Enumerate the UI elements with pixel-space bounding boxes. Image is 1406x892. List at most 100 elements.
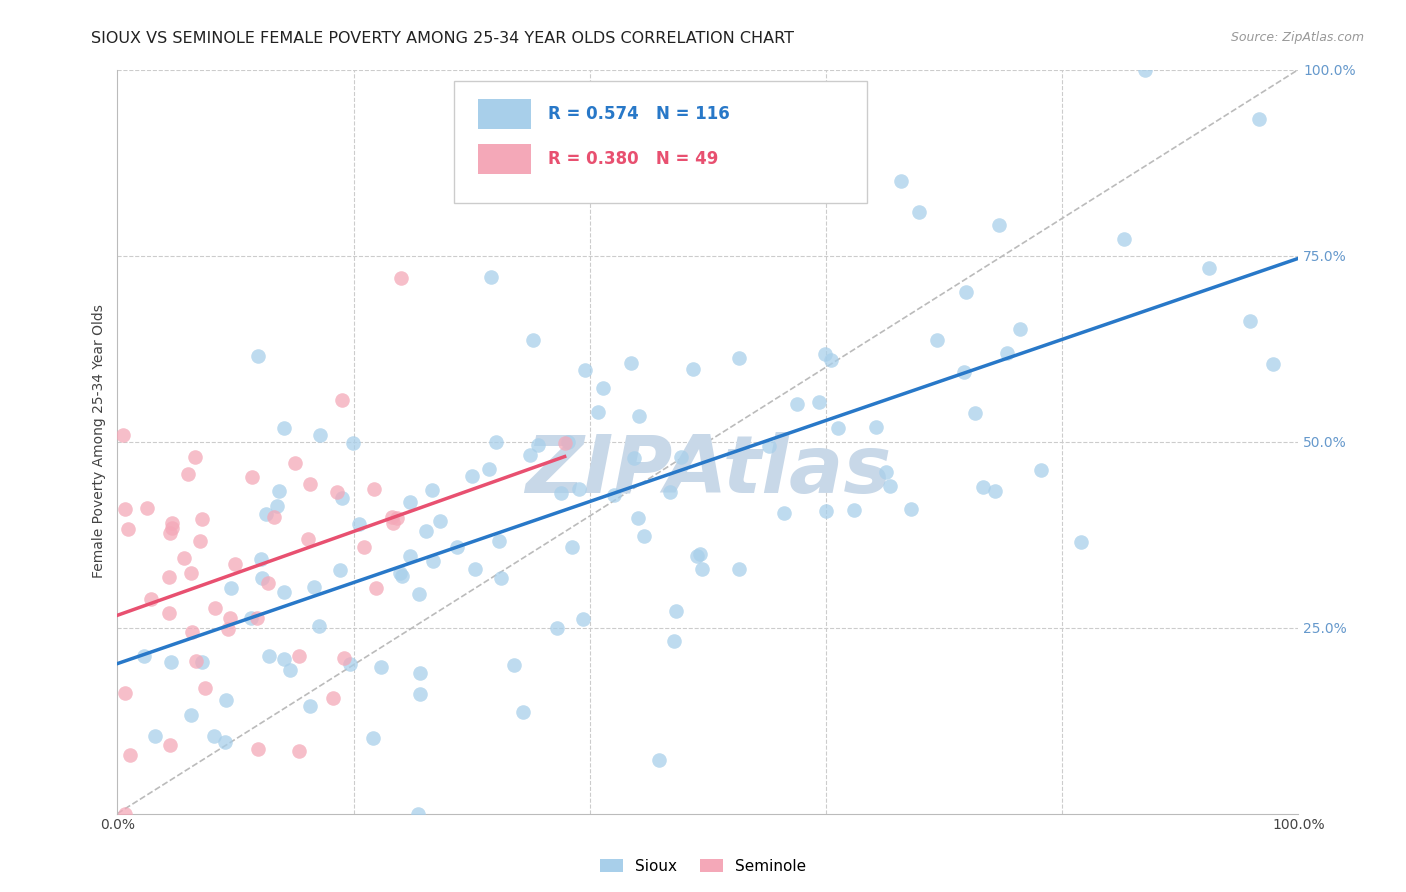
Point <box>1029 463 1052 477</box>
Point <box>758 439 780 453</box>
Point <box>284 456 307 470</box>
Point <box>298 476 321 491</box>
Point <box>224 557 246 571</box>
Point <box>786 397 808 411</box>
Point <box>117 522 139 536</box>
Point <box>385 511 408 525</box>
Point <box>927 333 949 347</box>
Point <box>984 484 1007 499</box>
Point <box>190 655 212 669</box>
Point <box>141 592 163 607</box>
Point <box>586 405 609 419</box>
Point <box>827 420 849 434</box>
Point <box>363 483 385 497</box>
Point <box>522 333 544 347</box>
Point <box>267 484 290 499</box>
Point <box>263 510 285 524</box>
Point <box>633 529 655 543</box>
Point <box>326 485 349 500</box>
Point <box>173 550 195 565</box>
Point <box>773 506 796 520</box>
Point <box>328 563 350 577</box>
Point <box>623 450 645 465</box>
Point <box>278 664 301 678</box>
Point <box>1133 62 1156 77</box>
Point <box>662 633 685 648</box>
Point <box>865 420 887 434</box>
Point <box>339 657 361 671</box>
Point <box>464 562 486 576</box>
Point <box>191 512 214 526</box>
Point <box>747 179 769 194</box>
Point <box>239 610 262 624</box>
Point <box>814 504 837 518</box>
Point <box>572 612 595 626</box>
Point <box>333 650 356 665</box>
Point <box>361 731 384 745</box>
Point <box>214 692 236 706</box>
Point <box>297 532 319 546</box>
Point <box>247 349 270 363</box>
Point <box>512 705 534 719</box>
Point <box>491 571 513 585</box>
Point <box>561 541 583 555</box>
FancyBboxPatch shape <box>478 99 530 129</box>
FancyBboxPatch shape <box>478 144 530 174</box>
Point <box>114 502 136 516</box>
Point <box>1247 112 1270 126</box>
Point <box>184 450 207 464</box>
Point <box>568 482 591 496</box>
Point <box>273 584 295 599</box>
Point <box>665 603 688 617</box>
Point <box>415 524 437 538</box>
Point <box>461 469 484 483</box>
Point <box>250 552 273 566</box>
Point <box>485 434 508 449</box>
Point <box>118 748 141 763</box>
Point <box>842 503 865 517</box>
Point <box>257 575 280 590</box>
Point <box>689 547 711 561</box>
Point <box>879 479 901 493</box>
Point <box>728 351 751 365</box>
Text: Source: ZipAtlas.com: Source: ZipAtlas.com <box>1230 31 1364 45</box>
Point <box>114 806 136 821</box>
Point <box>603 487 626 501</box>
Y-axis label: Female Poverty Among 25-34 Year Olds: Female Poverty Among 25-34 Year Olds <box>93 304 107 579</box>
Point <box>330 393 353 408</box>
Point <box>1239 313 1261 327</box>
Point <box>299 699 322 714</box>
Text: ZIPAtlas: ZIPAtlas <box>524 433 891 510</box>
Point <box>247 741 270 756</box>
Point <box>330 491 353 506</box>
Point <box>135 500 157 515</box>
Point <box>177 467 200 482</box>
Point <box>382 516 405 530</box>
Point <box>399 549 422 563</box>
Point <box>955 285 977 300</box>
Text: R = 0.574   N = 116: R = 0.574 N = 116 <box>548 105 730 123</box>
Point <box>478 462 501 476</box>
Point <box>682 362 704 376</box>
Point <box>288 744 311 758</box>
Point <box>900 502 922 516</box>
Point <box>574 363 596 377</box>
Point <box>180 566 202 581</box>
Point <box>592 380 614 394</box>
Point <box>240 469 263 483</box>
Point <box>308 619 330 633</box>
Point <box>406 806 429 821</box>
Point <box>546 621 568 635</box>
Point <box>814 347 837 361</box>
Point <box>554 435 576 450</box>
Point <box>134 648 156 663</box>
Point <box>690 562 713 576</box>
Point <box>190 534 212 549</box>
Point <box>370 660 392 674</box>
Point <box>479 270 502 285</box>
Point <box>627 511 650 525</box>
Point <box>399 495 422 509</box>
Point <box>184 654 207 668</box>
Point <box>408 666 430 681</box>
Point <box>160 521 183 535</box>
